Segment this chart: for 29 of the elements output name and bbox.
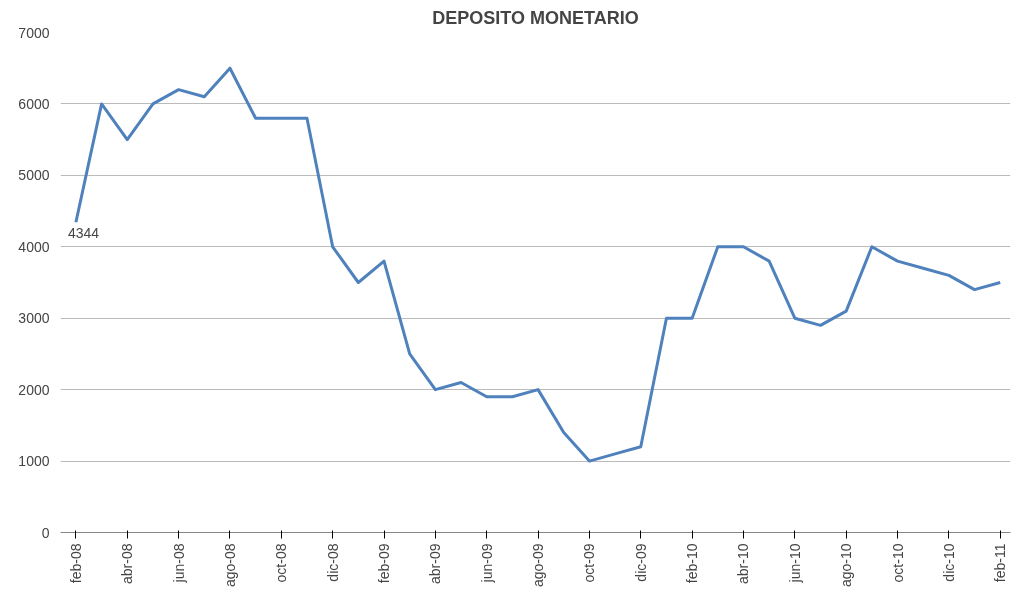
x-tick-label: feb-08 xyxy=(67,543,84,584)
y-tick-label: 0 xyxy=(41,524,50,541)
x-tick-label: ago-09 xyxy=(530,543,547,588)
x-tick-label: jun-09 xyxy=(478,543,495,584)
x-tick-label: feb-09 xyxy=(376,543,393,584)
y-tick-label: 4000 xyxy=(18,238,50,255)
x-tick-label: abr-08 xyxy=(119,543,136,584)
y-tick-label: 1000 xyxy=(18,453,50,470)
x-tick-label: feb-10 xyxy=(684,543,701,584)
chart-title: DEPOSITO MONETARIO xyxy=(432,7,639,28)
annotation: 4344 xyxy=(67,225,100,242)
x-tick-label: jun-10 xyxy=(786,543,803,584)
x-tick-label: dic-08 xyxy=(324,543,341,582)
x-tick-label: abr-10 xyxy=(735,543,752,584)
y-tick-label: 7000 xyxy=(18,24,50,41)
x-tick-label: oct-10 xyxy=(889,543,906,583)
x-tick-label: ago-10 xyxy=(838,543,855,588)
x-tick-label: feb-11 xyxy=(992,543,1009,583)
x-tick-label: jun-08 xyxy=(170,543,187,584)
x-tick-label: abr-09 xyxy=(427,543,444,584)
y-tick-label: 6000 xyxy=(18,95,50,112)
y-tick-label: 2000 xyxy=(18,381,50,398)
x-tick-label: ago-08 xyxy=(221,543,238,588)
y-tick-label: 5000 xyxy=(18,167,50,184)
x-tick-label: dic-09 xyxy=(632,543,649,582)
x-tick-label: oct-09 xyxy=(581,543,598,583)
x-tick-label: dic-10 xyxy=(940,543,957,582)
y-tick-label: 3000 xyxy=(18,310,50,327)
x-tick-label: oct-08 xyxy=(273,543,290,583)
